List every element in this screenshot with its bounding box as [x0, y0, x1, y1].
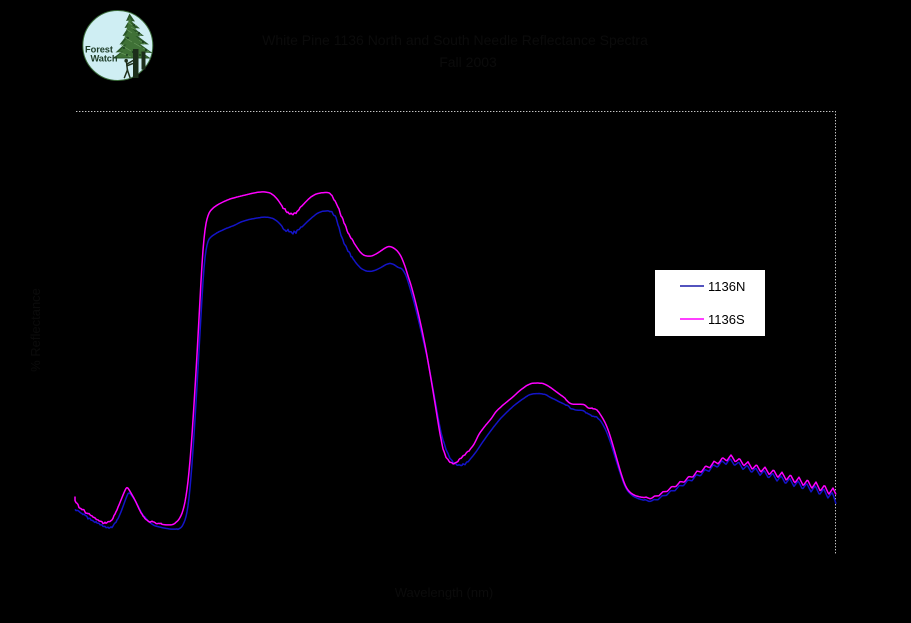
svg-text:% Reflectance: % Reflectance — [28, 288, 43, 372]
svg-text:1136N: 1136N — [708, 279, 745, 294]
svg-text:White Pine 1136 North and Sout: White Pine 1136 North and South Needle R… — [262, 32, 648, 48]
svg-text:Forest: Forest — [85, 45, 113, 55]
svg-text:Watch: Watch — [91, 54, 118, 64]
svg-text:Wavelength (nm): Wavelength (nm) — [395, 585, 494, 600]
svg-text:Fall 2003: Fall 2003 — [439, 54, 497, 70]
svg-text:1136S: 1136S — [708, 312, 745, 327]
